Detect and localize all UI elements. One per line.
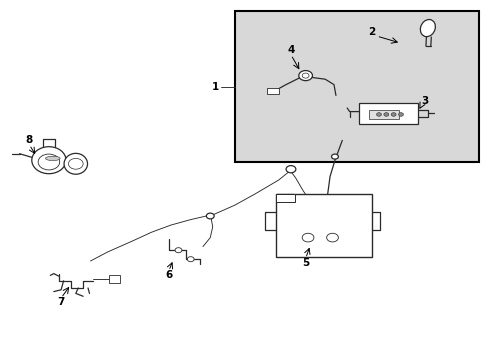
Bar	[368, 110, 398, 119]
Bar	[276, 194, 371, 257]
Ellipse shape	[45, 156, 60, 161]
Bar	[266, 88, 279, 94]
Circle shape	[68, 158, 83, 169]
Bar	[234, 11, 478, 162]
Circle shape	[398, 113, 403, 116]
Text: 3: 3	[421, 96, 428, 106]
Circle shape	[38, 154, 60, 170]
Bar	[276, 194, 294, 202]
Ellipse shape	[32, 147, 66, 174]
Bar	[359, 103, 417, 124]
Circle shape	[302, 73, 308, 78]
Circle shape	[326, 233, 338, 242]
Circle shape	[331, 154, 338, 159]
Text: 4: 4	[286, 45, 294, 55]
Text: 2: 2	[367, 27, 374, 37]
Ellipse shape	[420, 19, 434, 37]
Text: 8: 8	[26, 135, 33, 145]
Text: 6: 6	[165, 270, 172, 280]
Circle shape	[298, 71, 312, 81]
Circle shape	[187, 257, 194, 262]
Circle shape	[285, 166, 295, 173]
Text: 1: 1	[211, 82, 219, 92]
Bar	[109, 275, 120, 283]
Circle shape	[376, 113, 381, 116]
Text: 7: 7	[57, 297, 65, 307]
Text: 5: 5	[302, 258, 308, 268]
Circle shape	[175, 248, 182, 253]
Circle shape	[383, 113, 388, 116]
Circle shape	[206, 213, 214, 219]
Circle shape	[302, 233, 313, 242]
Ellipse shape	[64, 153, 87, 174]
Circle shape	[390, 113, 395, 116]
